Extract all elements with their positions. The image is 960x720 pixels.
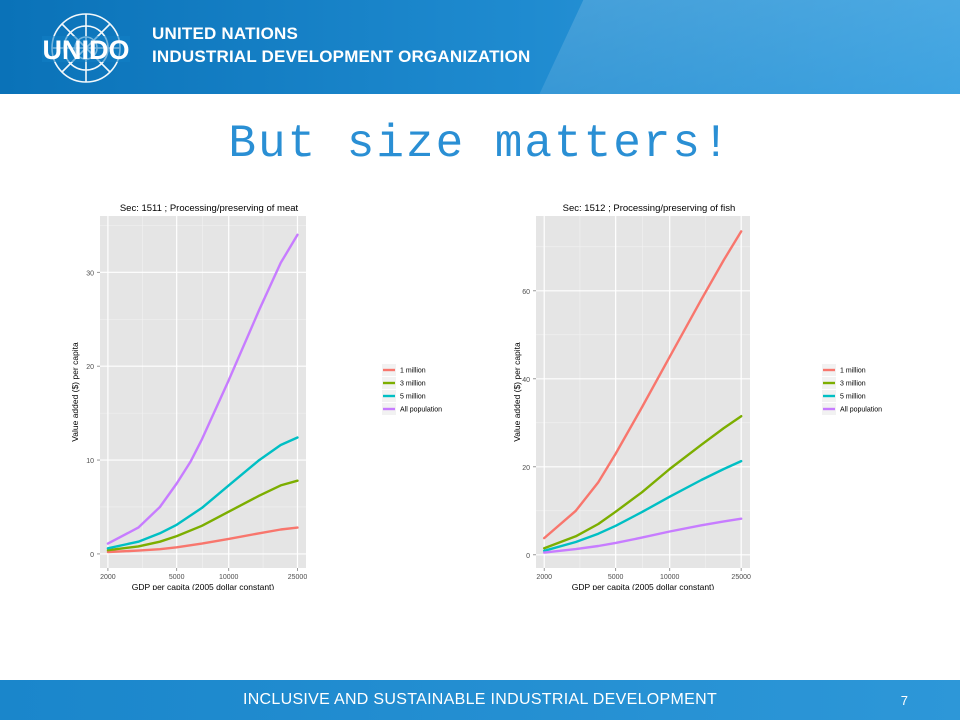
x-tick-label: 10000 bbox=[219, 574, 239, 581]
y-axis-label: Value added ($) per capita bbox=[512, 342, 522, 442]
slide-footer: INCLUSIVE AND SUSTAINABLE INDUSTRIAL DEV… bbox=[0, 680, 960, 720]
org-line-1: UNITED NATIONS bbox=[152, 24, 299, 43]
chart-meat: 0 10 20 30 2000 5000 10000 25000 Sec: 1511 ; Pro… bbox=[64, 198, 444, 592]
slide-header: UNIDO UNITED NATIONS INDUSTRIAL DEVELOPM… bbox=[0, 0, 960, 94]
y-tick-label: 10 bbox=[86, 458, 94, 465]
x-tick-label: 2000 bbox=[100, 574, 116, 581]
x-tick-label: 10000 bbox=[660, 574, 680, 581]
series-line-5-million bbox=[543, 459, 743, 552]
org-line-2: INDUSTRIAL DEVELOPMENT ORGANIZATION bbox=[152, 47, 531, 66]
y-tick-label: 60 bbox=[522, 289, 530, 296]
legend-label: 1 million bbox=[840, 368, 866, 375]
legend-label: 1 million bbox=[400, 368, 426, 375]
legend-label: 5 million bbox=[400, 394, 426, 401]
y-axis-label: Value added ($) per capita bbox=[70, 342, 80, 442]
series-line-1-million bbox=[106, 526, 299, 554]
x-tick-label: 25000 bbox=[288, 574, 308, 581]
slide-title: But size matters! bbox=[228, 118, 732, 170]
legend-label: 5 million bbox=[840, 394, 866, 401]
series-line-all-population bbox=[106, 233, 299, 545]
x-axis-label: GDP per capita (2005 dollar constant) bbox=[572, 582, 715, 590]
x-axis-label: GDP per capita (2005 dollar constant) bbox=[132, 582, 275, 590]
unido-logo: UNIDO bbox=[42, 13, 130, 83]
y-tick-label: 0 bbox=[90, 552, 94, 559]
organization-name: UNITED NATIONS INDUSTRIAL DEVELOPMENT OR… bbox=[152, 22, 531, 68]
series-line-1-million bbox=[543, 230, 743, 540]
page-number: 7 bbox=[900, 693, 908, 708]
y-tick-label: 0 bbox=[526, 553, 530, 560]
chart-title: Sec: 1511 ; Processing/preserving of mea… bbox=[120, 203, 299, 214]
chart-title: Sec: 1512 ; Processing/preserving of fis… bbox=[563, 203, 736, 214]
x-tick-label: 5000 bbox=[169, 574, 185, 581]
legend-label: All population bbox=[840, 407, 882, 414]
series-line-5-million bbox=[106, 436, 299, 550]
footer-text: INCLUSIVE AND SUSTAINABLE INDUSTRIAL DEV… bbox=[242, 691, 718, 708]
legend-label: 3 million bbox=[400, 381, 426, 388]
x-tick-label: 25000 bbox=[731, 574, 751, 581]
series-line-3-million bbox=[106, 479, 299, 552]
y-tick-label: 20 bbox=[86, 364, 94, 371]
header-sheen bbox=[518, 0, 960, 94]
chart-fish: 0 20 40 60 2000 5000 10000 25000 Sec: 1512 ; Pro… bbox=[506, 198, 890, 592]
series-line-all-population bbox=[543, 517, 743, 554]
legend-label: 3 million bbox=[840, 381, 866, 388]
chart-fish-svg: 0 20 40 60 2000 5000 10000 25000 Sec: 1512 ; Pro… bbox=[512, 203, 882, 592]
chart-meat-svg: 0 10 20 30 2000 5000 10000 25000 Sec: 1511 ; Pro… bbox=[70, 203, 442, 592]
y-tick-label: 30 bbox=[86, 270, 94, 277]
y-tick-label: 40 bbox=[522, 377, 530, 384]
x-tick-label: 5000 bbox=[608, 574, 624, 581]
y-tick-label: 20 bbox=[522, 465, 530, 472]
x-tick-label: 2000 bbox=[536, 574, 552, 581]
series-line-3-million bbox=[543, 414, 743, 550]
logo-text: UNIDO bbox=[43, 35, 130, 65]
legend-label: All population bbox=[400, 407, 442, 414]
